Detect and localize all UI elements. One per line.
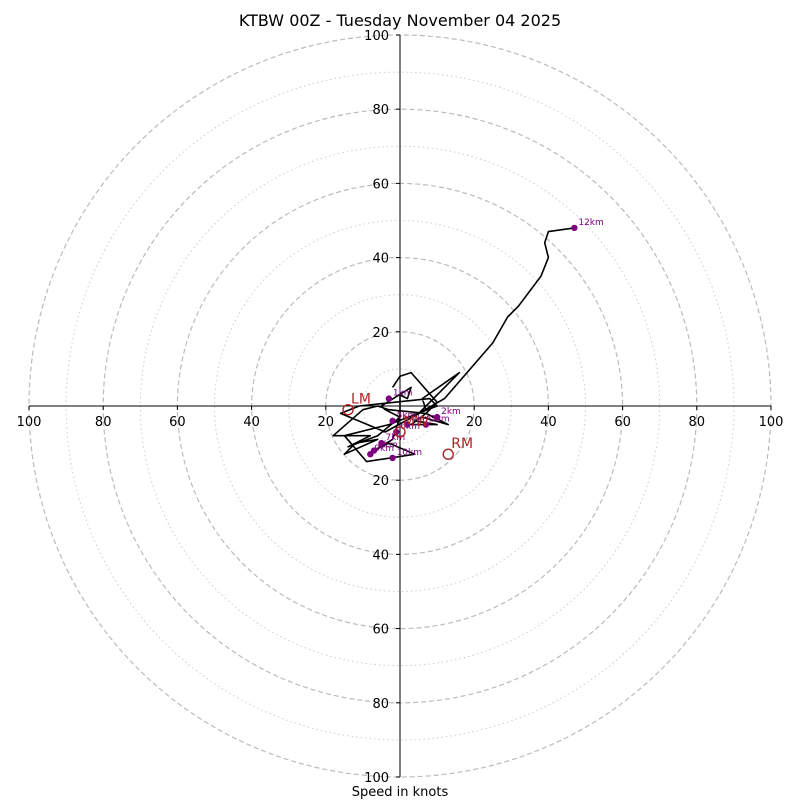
height-marker-12km (571, 224, 578, 232)
storm-motion-label-mw: MW (403, 414, 429, 430)
x-tick-label: 60 (614, 415, 631, 430)
y-tick-label: 80 (372, 103, 389, 118)
y-tick-label: 20 (372, 326, 389, 341)
x-tick-label: 20 (318, 415, 335, 430)
height-label-9km: 9km (374, 444, 394, 454)
y-tick-label: 60 (372, 177, 389, 192)
storm-motion-rm (442, 448, 454, 460)
height-label-12km: 12km (578, 218, 603, 228)
x-axis-label: Speed in knots (352, 785, 449, 800)
chart-title: KTBW 00Z - Tuesday November 04 2025 (239, 11, 561, 30)
x-tick-label: 60 (169, 415, 186, 430)
x-tick-label: 100 (17, 415, 42, 430)
height-marker-10km (389, 454, 396, 462)
height-label-5km: 5km (397, 411, 417, 421)
height-label-1km: 1km (393, 389, 413, 399)
x-tick-label: 80 (689, 415, 706, 430)
height-marker-1km (385, 395, 393, 402)
y-tick-label: 20 (372, 474, 389, 489)
x-tick-label: 20 (466, 415, 483, 430)
storm-motion-label-lm: LM (351, 392, 371, 408)
height-label-8km: 8km (378, 441, 398, 451)
y-tick-label: 40 (372, 548, 389, 563)
height-label-2km: 2km (441, 407, 461, 417)
y-tick-label: 40 (372, 252, 389, 267)
height-marker-2km (433, 413, 441, 421)
y-tick-label: 60 (372, 623, 389, 638)
height-marker-3km (422, 421, 430, 428)
height-label-7km: 7km (385, 433, 405, 443)
x-tick-label: 40 (243, 415, 260, 430)
x-tick-label: 80 (95, 415, 112, 430)
hodograph-trace-group (332, 227, 575, 463)
storm-motion-lm (342, 404, 354, 416)
height-marker-4km (404, 421, 411, 428)
height-marker-7km (378, 439, 385, 447)
height-label-10km: 10km (397, 448, 422, 458)
hodograph-trace (332, 227, 575, 463)
x-tick-label: 100 (759, 415, 784, 430)
x-tick-label: 40 (540, 415, 557, 430)
height-label-4km: 4km (411, 415, 431, 425)
height-label-6km: 6km (400, 422, 420, 432)
storm-motion-label-rm: RM (451, 436, 473, 452)
height-label-3km: 3km (430, 415, 450, 425)
storm-motion-markers: LM RM MW (342, 392, 473, 460)
y-tick-label: 100 (364, 771, 389, 786)
storm-motion-mw (394, 426, 406, 438)
height-marker-5km (389, 417, 396, 425)
height-marker-9km (367, 451, 374, 458)
tick-labels: 100 80 60 40 20 20 40 60 80 100 100 80 60 40 20 20 40 60 8… (17, 29, 784, 786)
y-tick-label: 100 (364, 29, 389, 44)
y-tick-label: 80 (372, 697, 389, 712)
